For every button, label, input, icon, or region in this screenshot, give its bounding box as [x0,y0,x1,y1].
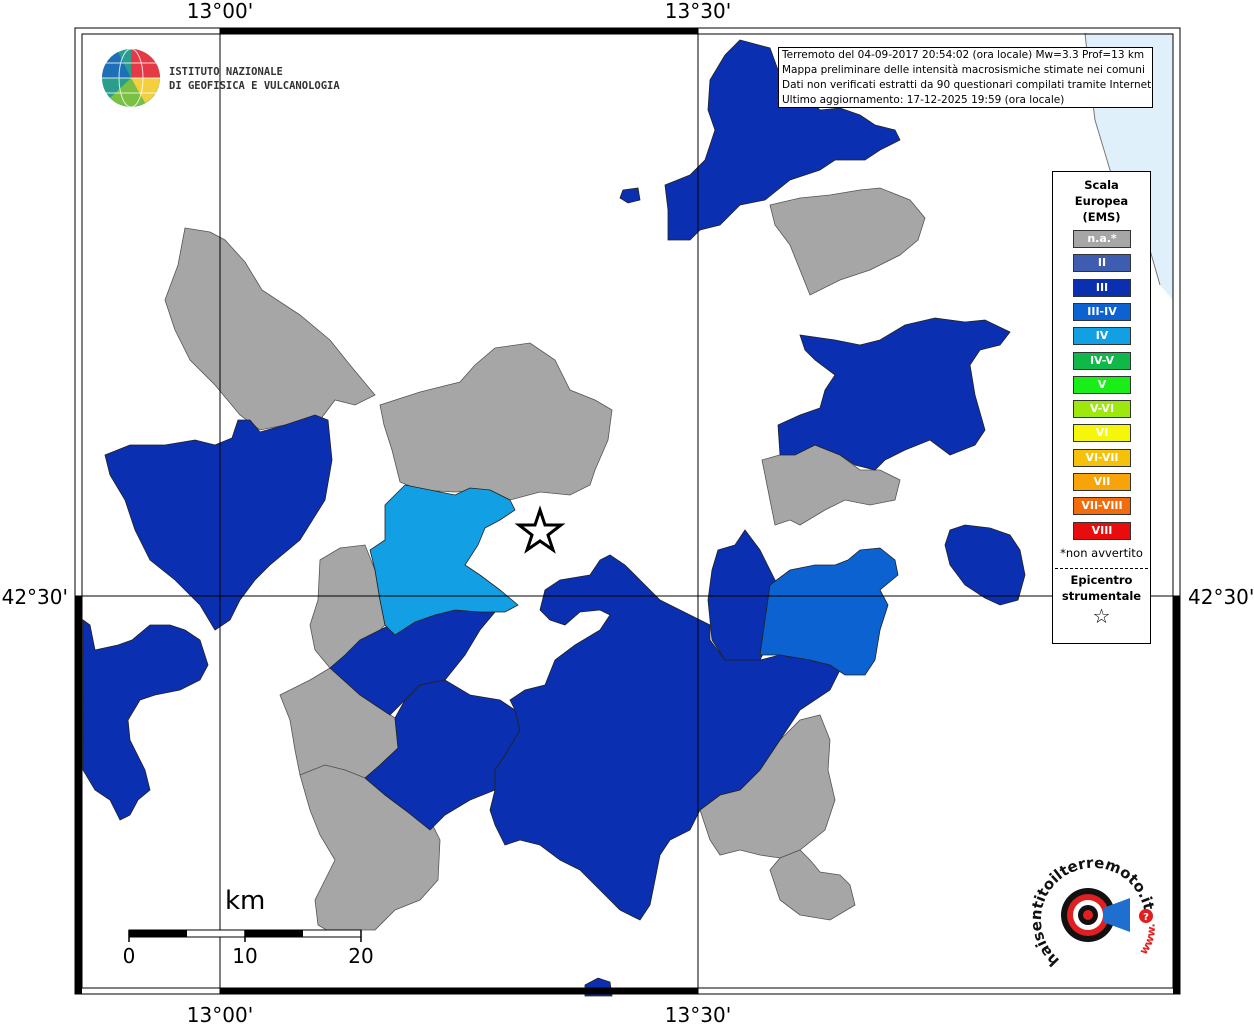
legend-swatch: IV-V [1073,351,1131,370]
legend-title-line: Europea [1074,194,1129,208]
lon-label-top-1: 13°00' [187,0,253,23]
legend-swatch: III-IV [1073,302,1131,321]
legend-separator [1055,568,1148,569]
municipality-iii [777,317,1011,471]
legend-swatch: IV [1073,327,1131,346]
scale-unit: km [225,886,266,916]
lat-label-left: 42°30' [2,585,68,609]
legend-title-line: Scala [1084,178,1119,192]
legend-swatch: VIII [1073,521,1131,540]
scale-label-20: 20 [348,944,373,968]
epicenter-star-icon [514,505,566,554]
legend-epicenter: Epicentro strumentale ☆ [1053,572,1150,628]
logo-line-1: ISTITUTO NAZIONALE [169,66,283,78]
legend-swatch: V [1073,375,1131,394]
municipality-iii [104,414,333,631]
logo-line-2: DI GEOFISICA E VULCANOLOGIA [169,80,340,92]
legend-swatch: VI [1073,424,1131,443]
municipalities-iii [82,39,1026,997]
ems-legend: Scala Europea (EMS) n.a.* II III III-IV IV IV… [1052,171,1151,644]
graticule [75,28,1180,994]
municipality-iii [364,679,521,831]
badge-www: www. [1137,923,1158,957]
legend-swatch: II [1073,254,1131,273]
municipality-iii-iv [759,547,899,676]
lon-label-bottom-1: 13°00' [187,1003,253,1024]
municipality-iii [619,187,641,204]
ingv-logo: ISTITUTO NAZIONALE DI GEOFISICA E VULCAN… [101,48,340,108]
lon-label-bottom-2: 13°30' [665,1003,731,1024]
scale-bar: 0 10 20 [123,929,374,968]
hai-sentito-badge: haisentitoilterremoto.it www. ? [1027,854,1158,971]
info-line-update: Ultimo aggiornamento: 17-12-2025 19:59 (… [782,94,1065,106]
legend-title: Scala Europea (EMS) [1053,177,1150,225]
legend-epicenter-star-icon: ☆ [1092,604,1111,628]
legend-swatch: VII-VIII [1073,497,1131,516]
lon-label-top-2: 13°30' [665,0,731,23]
legend-title-line: (EMS) [1082,210,1121,224]
badge-question: ? [1143,912,1149,923]
legend-swatch: VII [1073,473,1131,491]
municipality-iv [369,484,519,636]
legend-epicenter-line: strumentale [1061,589,1142,603]
legend-swatch: V-VI [1073,400,1131,419]
municipality-na [769,849,856,921]
info-line-data: Dati non verificati estratti da 90 quest… [782,79,1153,91]
info-line-event: Terremoto del 04-09-2017 20:54:02 (ora l… [782,49,1145,61]
legend-swatch: n.a.* [1073,230,1131,248]
scale-label-0: 0 [123,944,136,968]
scale-label-10: 10 [232,944,257,968]
municipality-iii [664,39,901,241]
lat-label-right: 42°30' [1188,585,1254,609]
municipality-iii [944,524,1026,606]
legend-note: *non avvertito [1060,546,1143,560]
municipality-na [769,187,926,296]
legend-swatch: VI-VII [1073,448,1131,467]
map-frame [74,27,1181,995]
event-info-box: Terremoto del 04-09-2017 20:54:02 (ora l… [778,47,1153,108]
municipalities-na [164,187,926,936]
municipality-na [379,342,613,501]
legend-swatch: III [1073,278,1131,297]
question-icon [1139,909,1153,923]
info-line-map: Mappa preliminare delle intensità macros… [782,64,1145,76]
municipality-iii [489,554,846,921]
legend-epicenter-line: Epicentro [1070,573,1133,587]
municipality-na [164,227,376,431]
municipality-iii [82,619,209,821]
megaphone-icon [1103,898,1130,932]
